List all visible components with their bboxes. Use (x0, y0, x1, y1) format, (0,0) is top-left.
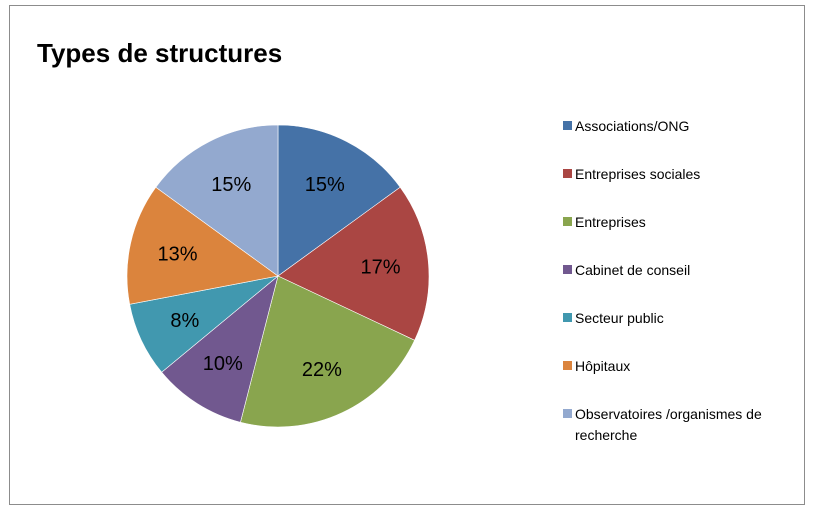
pie-slice-4 (161, 275, 279, 423)
legend-swatch-4 (563, 265, 572, 274)
pie-slice-2 (277, 186, 430, 341)
legend-swatch-6 (563, 361, 572, 370)
legend-item-7: Observatoires /organismes de recherche (563, 404, 795, 446)
legend-label-1: Associations/ONG (575, 118, 690, 134)
pie-slice-3 (240, 275, 416, 428)
pie-data-label-4: 10% (203, 353, 243, 375)
legend-label-7: Observatoires /organismes de recherche (575, 406, 762, 443)
pie-slice-1 (277, 124, 401, 277)
legend-swatch-2 (563, 169, 572, 178)
pie-data-label-1: 15% (305, 174, 345, 196)
legend-label-6: Hôpitaux (575, 358, 631, 374)
pie-slice-6 (126, 186, 279, 305)
pie-data-label-6: 13% (157, 244, 197, 266)
chart-title: Types de structures (37, 38, 283, 68)
pie-data-label-2: 17% (361, 256, 401, 278)
legend-item-2: Entreprises sociales (563, 164, 795, 185)
legend-label-2: Entreprises sociales (575, 166, 701, 182)
legend-label-5: Secteur public (575, 310, 664, 326)
legend-label-3: Entreprises (575, 214, 646, 230)
legend-swatch-5 (563, 313, 572, 322)
legend-item-4: Cabinet de conseil (563, 260, 795, 281)
legend-item-3: Entreprises (563, 212, 795, 233)
legend-item-1: Associations/ONG (563, 116, 795, 137)
legend-swatch-3 (563, 217, 572, 226)
legend-item-6: Hôpitaux (563, 356, 795, 377)
legend-swatch-1 (563, 121, 572, 130)
legend-swatch-7 (563, 409, 572, 418)
pie-slices (126, 124, 430, 428)
legend-item-5: Secteur public (563, 308, 795, 329)
pie-data-label-3: 22% (302, 359, 342, 381)
pie-data-labels: 15% 17% 22% 10%8% 13% 15% (157, 174, 400, 381)
pie-data-label-7: 15% (211, 174, 251, 196)
pie-data-label-5: 8% (170, 310, 199, 332)
legend-label-4: Cabinet de conseil (575, 262, 691, 278)
pie-chart: 15% 17% 22% 10%8% 13% 15% (126, 124, 430, 428)
pie-slice-7 (155, 124, 279, 277)
